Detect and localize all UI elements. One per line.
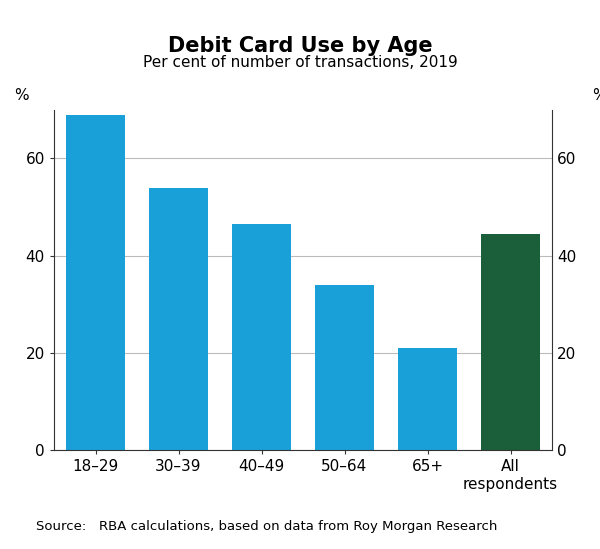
Bar	[149, 188, 208, 450]
Bar	[398, 348, 457, 450]
Text: %: %	[592, 88, 600, 103]
Bar	[65, 115, 125, 450]
Text: %: %	[14, 88, 29, 103]
Bar	[481, 234, 541, 450]
Text: Source:   RBA calculations, based on data from Roy Morgan Research: Source: RBA calculations, based on data …	[36, 519, 497, 533]
Bar	[314, 285, 374, 450]
Bar	[232, 224, 292, 450]
Text: Per cent of number of transactions, 2019: Per cent of number of transactions, 2019	[143, 55, 457, 70]
Text: Debit Card Use by Age: Debit Card Use by Age	[167, 36, 433, 55]
